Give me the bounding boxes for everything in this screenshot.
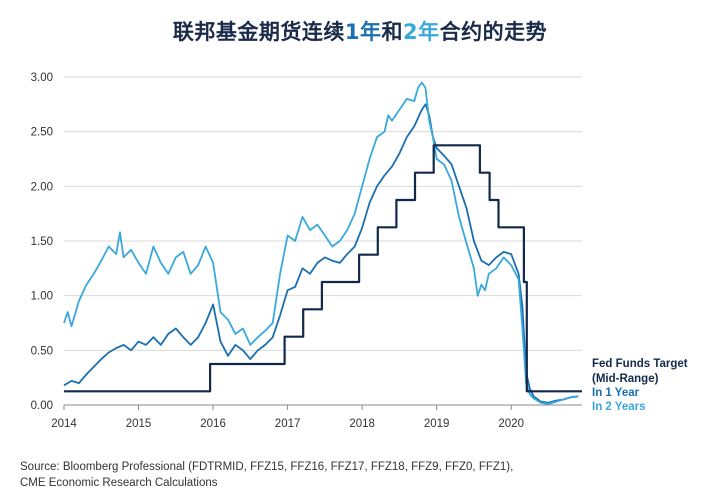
series-line-fed-funds-target-mid-range- <box>64 144 582 393</box>
source-line-1: Source: Bloomberg Professional (FDTRMID,… <box>20 461 514 473</box>
x-tick-label: 2017 <box>275 418 301 430</box>
x-tick-label: 2019 <box>424 418 450 430</box>
legend: Fed Funds Target (Mid-Range) In 1 Year In 2… <box>592 358 688 413</box>
grid-lines <box>64 76 582 406</box>
y-tick-label: 1.50 <box>31 236 53 248</box>
title-highlight-1-year: 1年 <box>344 20 382 44</box>
title-part-2: 和 <box>381 20 403 44</box>
legend-fed-funds-line-2: (Mid-Range) <box>592 373 659 385</box>
legend-in-2-years: In 2 Years <box>592 401 646 413</box>
y-axis-ticks: 0.00 0.50 1.00 1.50 2.00 2.50 3.00 <box>31 72 53 412</box>
chart-title: 联邦基金期货连续1年和2年合约的走势 <box>0 16 720 46</box>
source-line-2: CME Economic Research Calculations <box>20 477 218 489</box>
y-tick-label: 0.00 <box>31 400 53 412</box>
x-tick-label: 2016 <box>200 418 226 430</box>
x-tick-label: 2014 <box>51 418 77 430</box>
x-tick-label: 2018 <box>349 418 375 430</box>
legend-in-1-year: In 1 Year <box>592 387 640 399</box>
source-note: Source: Bloomberg Professional (FDTRMID,… <box>20 459 513 491</box>
y-tick-label: 2.50 <box>31 127 53 139</box>
series-lines <box>63 81 582 405</box>
y-tick-label: 3.00 <box>31 72 53 84</box>
title-part-1: 联邦基金期货连续 <box>172 20 345 44</box>
x-tick-label: 2020 <box>498 418 524 430</box>
x-axis-ticks: 2014 2015 2016 2017 2018 2019 2020 <box>51 405 524 430</box>
title-part-3: 合约的走势 <box>439 20 548 44</box>
y-tick-label: 2.00 <box>31 181 53 193</box>
title-highlight-2-years: 2年 <box>403 20 440 44</box>
y-tick-label: 1.00 <box>31 291 53 303</box>
series-line-in-1-year <box>63 103 579 404</box>
series-line-in-2-years <box>63 81 579 405</box>
y-tick-label: 0.50 <box>31 345 53 357</box>
x-tick-label: 2015 <box>126 418 152 430</box>
legend-fed-funds-line-1: Fed Funds Target <box>592 358 688 370</box>
